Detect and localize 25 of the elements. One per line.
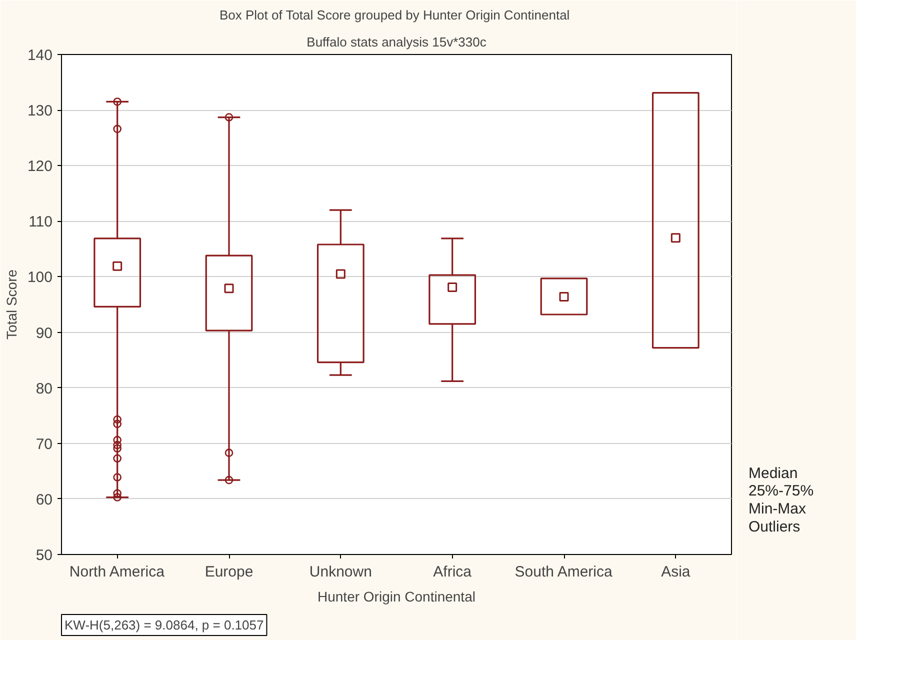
x-tick-label: Europe [204, 564, 254, 580]
text: Outliers [748, 518, 800, 536]
chart-title: Box Plot of Total Score grouped by Hunter Origin Continental [219, 8, 570, 22]
text: Min-Max [748, 500, 806, 518]
x-tick-label: South America [514, 564, 614, 580]
x-axis-title: Hunter Origin Continental [318, 588, 476, 604]
y-tick-label: 100 [27, 269, 53, 286]
text: Median [748, 464, 798, 482]
x-tick-label: Africa [433, 564, 472, 580]
y-tick-label: 90 [36, 324, 53, 342]
y-tick-label: 50 [36, 547, 53, 564]
y-tick-label: 110 [28, 214, 53, 231]
chart-subtitle: Buffalo stats analysis 15v*330c [306, 34, 487, 50]
x-tick-label: North America [69, 564, 166, 580]
x-tick-label: Unknown [309, 564, 372, 580]
y-tick-label: 80 [36, 380, 53, 398]
text: KW-H(5,263) = 9.0864, p = 0.1057 [64, 618, 264, 632]
y-tick-label: 70 [36, 436, 53, 453]
y-tick-label: 140 [27, 47, 53, 64]
y-axis-title: Total Score [3, 269, 20, 340]
y-tick-label: 120 [27, 158, 53, 176]
y-tick-label: 130 [27, 102, 53, 120]
y-tick-label: 60 [36, 491, 53, 508]
x-tick-label: Asia [661, 564, 691, 580]
text: 25%-75% [748, 482, 814, 500]
